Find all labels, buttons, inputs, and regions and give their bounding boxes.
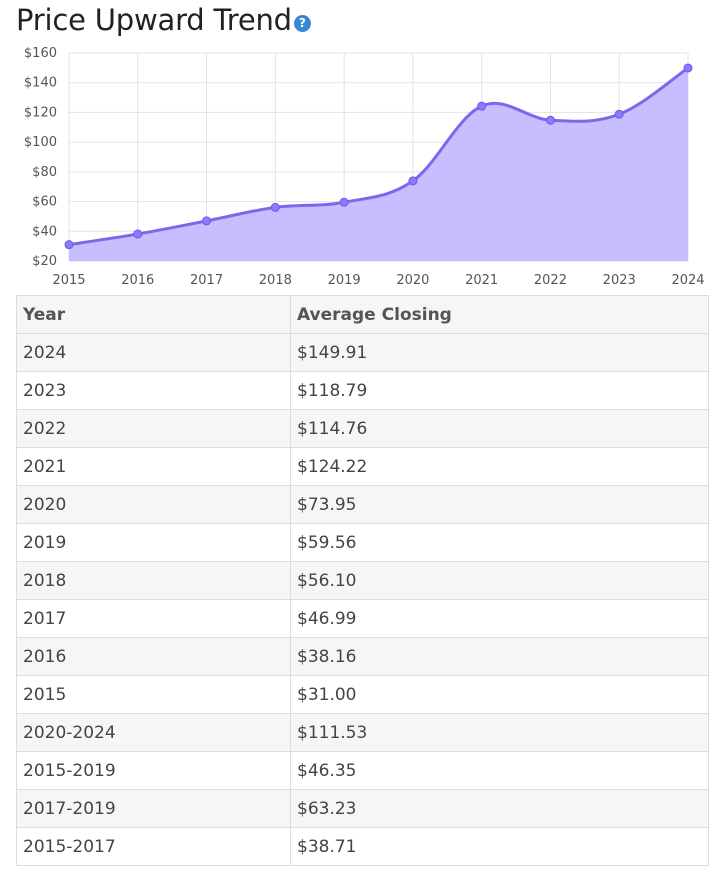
data-point-2023 <box>614 109 624 119</box>
table-row: 2019 $59.56 <box>16 523 709 562</box>
cell-year: 2017 <box>16 599 291 638</box>
series-line <box>68 66 689 247</box>
cell-average-closing: $124.22 <box>290 447 709 486</box>
cell-year: 2016 <box>16 637 291 676</box>
x-tick-label: 2018 <box>259 273 292 288</box>
data-point-2017 <box>202 216 212 226</box>
y-tick-label: $160 <box>24 46 57 61</box>
cell-average-closing: $38.16 <box>290 637 709 676</box>
cell-average-closing: $149.91 <box>290 333 709 372</box>
help-icon[interactable]: ? <box>293 14 311 32</box>
y-tick-label: $100 <box>24 135 57 150</box>
table-row: 2023 $118.79 <box>16 371 709 410</box>
cell-average-closing: $111.53 <box>290 713 709 752</box>
data-point-2019 <box>339 197 349 207</box>
cell-year: 2015 <box>16 675 291 714</box>
y-tick-label: $20 <box>32 254 57 269</box>
x-tick-label: 2016 <box>121 273 154 288</box>
table-row: 2020-2024 $111.53 <box>16 713 709 752</box>
data-point-2024 <box>683 63 693 73</box>
column-header-year: Year <box>16 295 291 334</box>
data-point-2021 <box>477 101 487 111</box>
y-tick-label: $60 <box>32 195 57 210</box>
table-row: 2015-2019 $46.35 <box>16 751 709 790</box>
cell-year: 2015-2019 <box>16 751 291 790</box>
y-tick-label: $120 <box>24 105 57 120</box>
x-tick-label: 2024 <box>671 273 704 288</box>
table-row: 2024 $149.91 <box>16 333 709 372</box>
x-tick-label: 2023 <box>603 273 636 288</box>
cell-average-closing: $56.10 <box>290 561 709 600</box>
price-trend-chart: $20$40$60$80$100$120$140$160 2015 2016 201… <box>24 46 705 288</box>
cell-average-closing: $118.79 <box>290 371 709 410</box>
cell-average-closing: $31.00 <box>290 675 709 714</box>
cell-average-closing: $38.71 <box>290 827 709 866</box>
x-axis-ticks: 2015 2016 2017 2018 2019 2020 2021 2022 2023 2024 <box>52 273 704 288</box>
table-header-row: Year Average Closing <box>16 295 709 334</box>
table-row: 2015 $31.00 <box>16 675 709 714</box>
cell-average-closing: $114.76 <box>290 409 709 448</box>
cell-average-closing: $63.23 <box>290 789 709 828</box>
series-points <box>64 63 693 250</box>
cell-average-closing: $46.99 <box>290 599 709 638</box>
cell-year: 2023 <box>16 371 291 410</box>
data-point-2018 <box>270 202 280 212</box>
table-row: 2021 $124.22 <box>16 447 709 486</box>
y-tick-label: $140 <box>24 76 57 91</box>
cell-year: 2019 <box>16 523 291 562</box>
data-point-2020 <box>408 176 418 186</box>
x-tick-label: 2017 <box>190 273 223 288</box>
page-title: Price Upward Trend <box>16 3 292 37</box>
data-point-2016 <box>133 229 143 239</box>
table-row: 2016 $38.16 <box>16 637 709 676</box>
cell-year: 2020-2024 <box>16 713 291 752</box>
cell-year: 2021 <box>16 447 291 486</box>
table-row: 2017 $46.99 <box>16 599 709 638</box>
series-area <box>69 67 688 261</box>
cell-year: 2018 <box>16 561 291 600</box>
x-tick-label: 2022 <box>534 273 567 288</box>
cell-year: 2022 <box>16 409 291 448</box>
table-row: 2022 $114.76 <box>16 409 709 448</box>
cell-average-closing: $46.35 <box>290 751 709 790</box>
table-row: 2018 $56.10 <box>16 561 709 600</box>
cell-year: 2017-2019 <box>16 789 291 828</box>
average-closing-table: Year Average Closing 2024 $149.91 2023 $118… <box>16 295 709 866</box>
data-point-2022 <box>545 115 555 125</box>
x-tick-label: 2020 <box>396 273 429 288</box>
table-row: 2015-2017 $38.71 <box>16 827 709 866</box>
table-row: 2017-2019 $63.23 <box>16 789 709 828</box>
cell-year: 2015-2017 <box>16 827 291 866</box>
cell-year: 2020 <box>16 485 291 524</box>
cell-average-closing: $59.56 <box>290 523 709 562</box>
table-row: 2020 $73.95 <box>16 485 709 524</box>
y-axis-ticks: $20 $40 $60 $80 $100 $120 $140 $160 <box>24 46 57 269</box>
x-tick-label: 2019 <box>328 273 361 288</box>
y-tick-label: $80 <box>32 165 57 180</box>
y-tick-label: $40 <box>32 224 57 239</box>
column-header-average-closing: Average Closing <box>290 295 709 334</box>
data-point-2015 <box>64 240 74 250</box>
x-tick-label: 2021 <box>465 273 498 288</box>
cell-average-closing: $73.95 <box>290 485 709 524</box>
cell-year: 2024 <box>16 333 291 372</box>
chart-header: Price Upward Trend ? <box>16 0 311 40</box>
x-tick-label: 2015 <box>52 273 85 288</box>
